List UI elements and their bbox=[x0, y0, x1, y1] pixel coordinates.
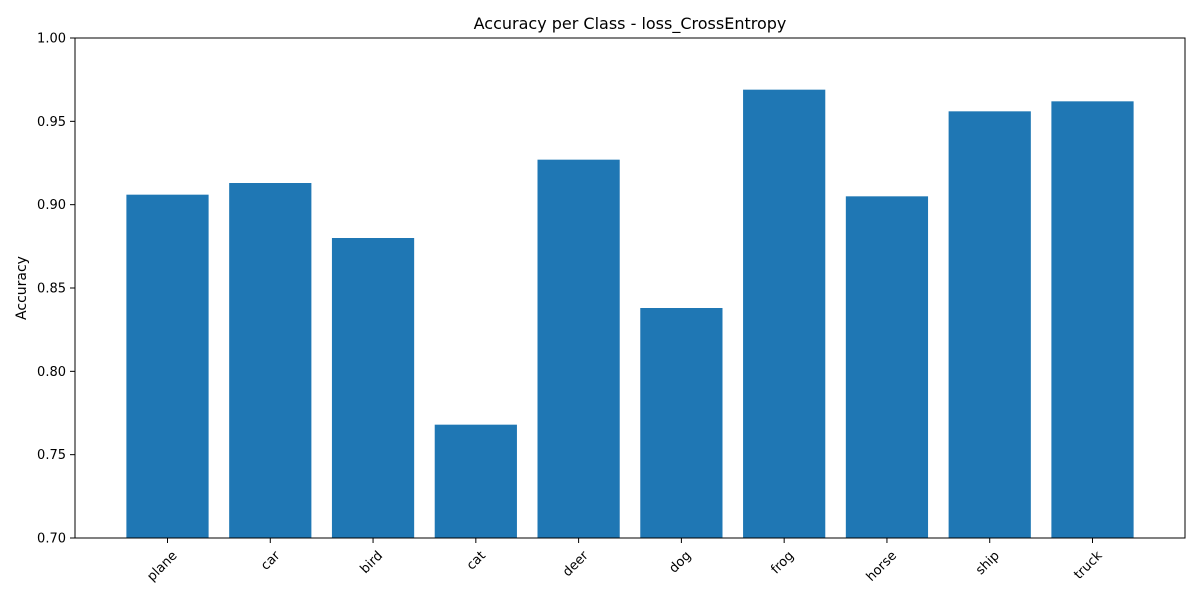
bar-plane bbox=[126, 194, 209, 539]
y-tick-label: 0.95 bbox=[37, 115, 66, 130]
bar-bird bbox=[331, 238, 415, 538]
y-ticks: 0.70 0.75 0.80 0.85 0.90 0.95 1.00 bbox=[37, 32, 75, 547]
x-tick-label-truck: truck bbox=[1071, 548, 1106, 583]
x-tick-label-deer: deer bbox=[560, 548, 592, 580]
x-ticks: plane car bird cat deer dog frog horse ship truck bbox=[144, 538, 1106, 585]
plot-frame bbox=[74, 37, 1186, 539]
bar-truck bbox=[1051, 101, 1134, 538]
y-axis-label: Accuracy bbox=[14, 256, 30, 320]
bar-ship bbox=[948, 111, 1031, 538]
y-tick-label: 0.75 bbox=[37, 448, 66, 463]
x-tick-label-cat: cat bbox=[464, 548, 489, 573]
x-tick-label-car: car bbox=[258, 548, 284, 574]
x-tick-label-bird: bird bbox=[358, 548, 386, 576]
y-tick-label: 0.70 bbox=[37, 532, 66, 547]
y-tick-label: 0.80 bbox=[37, 365, 66, 380]
bar-cat bbox=[434, 424, 517, 538]
bar-deer bbox=[537, 159, 620, 539]
x-tick-label-frog: frog bbox=[768, 548, 797, 577]
bar-frog bbox=[743, 89, 826, 539]
x-tick-label-horse: horse bbox=[864, 548, 900, 584]
x-tick-label-dog: dog bbox=[667, 548, 695, 576]
bar-car bbox=[229, 183, 312, 538]
bars-layer bbox=[126, 89, 1134, 539]
bar-horse bbox=[845, 196, 929, 538]
y-tick-label: 0.85 bbox=[37, 282, 66, 297]
y-tick-label: 1.00 bbox=[37, 32, 66, 47]
y-tick-label: 0.90 bbox=[37, 198, 66, 213]
x-tick-label-plane: plane bbox=[144, 548, 180, 584]
chart-title: Accuracy per Class - loss_CrossEntropy bbox=[474, 14, 787, 34]
x-tick-label-ship: ship bbox=[973, 548, 1003, 578]
bar-dog bbox=[640, 308, 723, 538]
